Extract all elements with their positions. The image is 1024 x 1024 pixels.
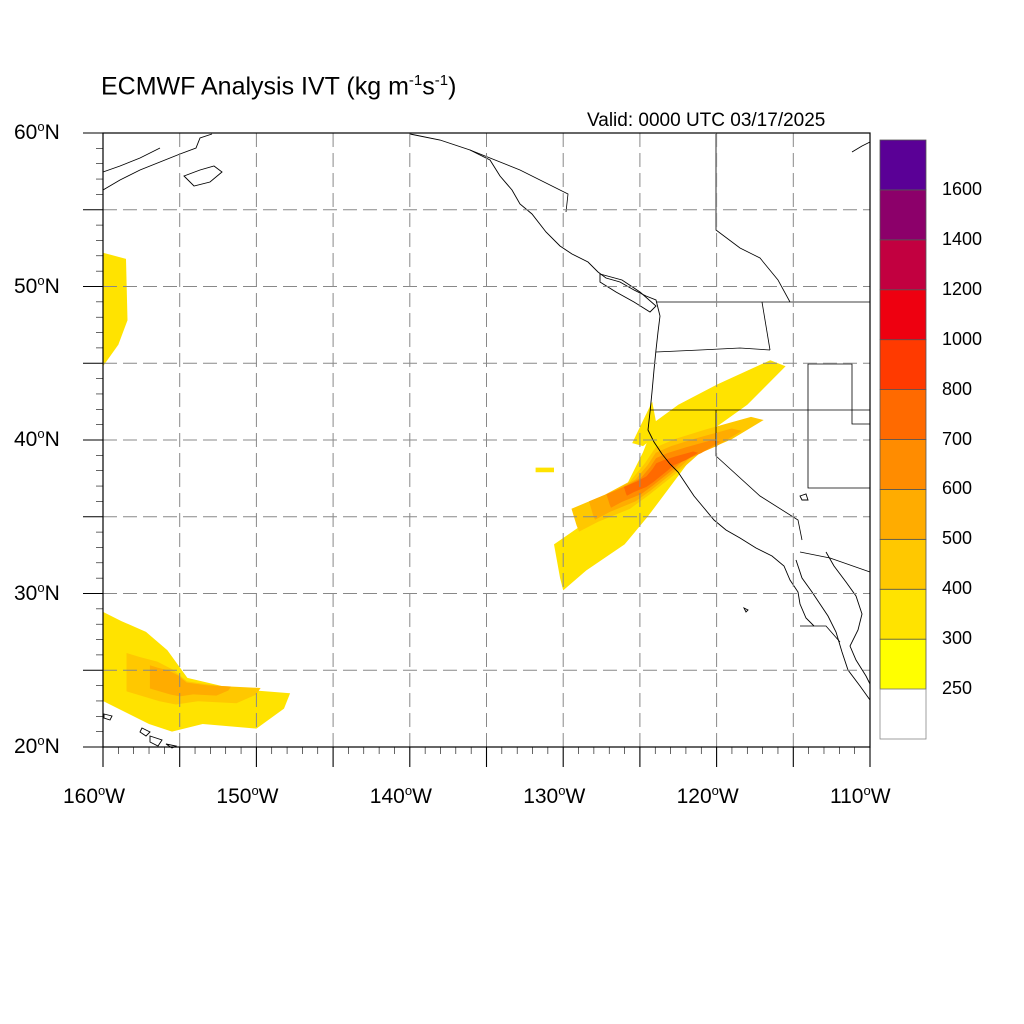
coastline-alaska-bc <box>409 133 661 317</box>
island-hudson-bay-edge <box>851 141 871 153</box>
lat-lon-grid <box>103 133 870 747</box>
lon-label-140: 140oW <box>369 783 432 808</box>
colorbar-box-1000 <box>879 289 927 341</box>
border-ut-az <box>807 410 870 489</box>
colorbar-label-1000: 1000 <box>942 328 983 349</box>
ivt-shading-layer <box>103 252 786 732</box>
island-channel <box>742 606 749 613</box>
coastlines <box>102 133 871 749</box>
map-frame <box>83 132 871 767</box>
lon-label-130: 130oW <box>523 783 586 808</box>
lon-label-120: 120oW <box>676 783 739 808</box>
colorbar-box-1600 <box>879 139 927 191</box>
border-id-east <box>761 301 771 351</box>
coastline-alaska-peninsula <box>102 133 213 191</box>
colorbar-box-1400 <box>879 189 927 241</box>
lat-label-40: 40oN <box>14 426 60 451</box>
ivt-california-atmospheric-river-core-700 <box>623 451 699 496</box>
colorbar-label-1200: 1200 <box>942 278 983 299</box>
lat-label-60: 60oN <box>14 119 60 144</box>
lon-label-110: 110oW <box>830 783 891 808</box>
ivt-subtropical-plume <box>103 611 291 732</box>
border-id-wy <box>807 363 870 425</box>
map-title: ECMWF Analysis IVT (kg m-1s-1) <box>101 72 457 101</box>
coastline-mexico-mainland <box>825 551 871 685</box>
colorbar-box-250 <box>879 638 927 690</box>
valid-time-label: Valid: 0000 UTC 03/17/2025 <box>587 110 826 131</box>
coastline-vancouver-island <box>599 273 657 313</box>
border-alaska-panhandle <box>469 149 569 213</box>
lon-label-160: 160oW <box>63 783 126 808</box>
border-bc-alaska <box>715 134 791 303</box>
colorbar-box-400 <box>879 538 927 590</box>
border-ca-nv <box>715 410 803 541</box>
colorbar-label-300: 300 <box>942 628 973 649</box>
island-kodiak <box>183 165 223 187</box>
colorbar-label-700: 700 <box>942 428 973 449</box>
lat-label-50: 50oN <box>14 272 60 298</box>
island-hawaii-2 <box>139 727 151 737</box>
lat-label-30: 30oN <box>14 579 60 605</box>
coastline-baja <box>795 559 871 701</box>
coastline-us-west <box>647 315 815 627</box>
lake-great-salt <box>799 493 809 501</box>
ivt-pacific-plume-north <box>632 401 659 447</box>
colorbar-label-250: 250 <box>942 678 973 699</box>
colorbar-box-600 <box>879 439 927 490</box>
border-mexico-states <box>800 625 841 643</box>
colorbar-box-below-250 <box>879 688 927 740</box>
border-us-mexico <box>799 551 871 573</box>
political-borders <box>469 134 871 643</box>
colorbar <box>879 139 927 740</box>
colorbar-label-500: 500 <box>942 528 973 549</box>
ivt-pacific-speck <box>535 467 554 473</box>
colorbar-box-700 <box>879 389 927 440</box>
colorbar-box-1200 <box>879 239 927 291</box>
colorbar-label-400: 400 <box>942 578 973 599</box>
island-hawaii-3 <box>149 735 163 747</box>
border-wa-or <box>655 347 771 353</box>
colorbar-label-800: 800 <box>942 378 973 399</box>
island-hawaii-1 <box>103 713 113 721</box>
ivt-subtropical-plume-core-500 <box>149 665 231 697</box>
coastline-alaska-north <box>102 147 161 173</box>
colorbar-box-800 <box>879 339 927 390</box>
colorbar-label-600: 600 <box>942 478 973 499</box>
ivt-north-pacific-band <box>103 252 128 367</box>
ivt-subtropical-plume-core-400 <box>126 653 261 705</box>
lon-label-150: 150oW <box>216 783 279 808</box>
colorbar-box-300 <box>879 588 927 640</box>
colorbar-label-1600: 1600 <box>942 178 983 199</box>
colorbar-box-500 <box>879 489 927 540</box>
lat-label-20: 20oN <box>14 733 60 758</box>
colorbar-label-1400: 1400 <box>942 228 983 249</box>
